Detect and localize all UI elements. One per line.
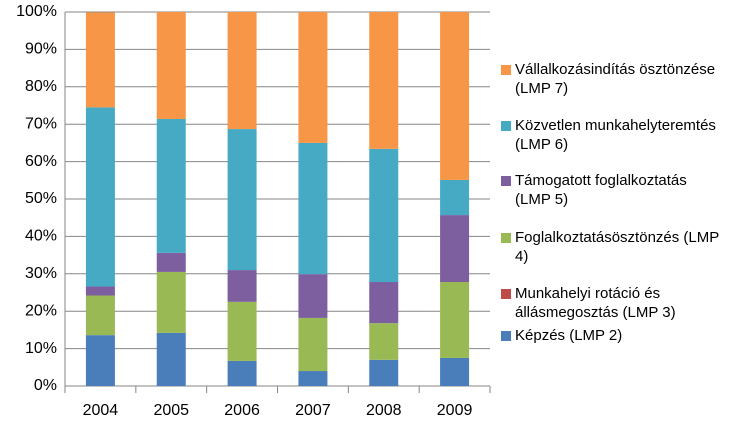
y-tick-label: 20% (25, 302, 57, 319)
y-tick-label: 100% (16, 3, 57, 20)
x-tick-label: 2007 (295, 402, 331, 419)
y-tick-label: 70% (25, 115, 57, 132)
x-tick-label: 2008 (366, 402, 402, 419)
y-tick-label: 40% (25, 228, 57, 245)
legend-label: Közvetlen munkahelyteremtés (LMP 6) (515, 117, 716, 153)
legend-label: Képzés (LMP 2) (515, 327, 623, 344)
bar-segment (156, 12, 186, 119)
bar-segment (298, 371, 328, 386)
bar-segment (369, 12, 399, 149)
legend-label: Foglalkoztatásösztönzés (LMP 4) (515, 229, 719, 265)
bar-segment (369, 282, 399, 324)
bar-segment (227, 301, 257, 361)
x-tick-label: 2009 (437, 402, 473, 419)
bar-segment (298, 317, 328, 372)
y-tick-label: 50% (25, 190, 57, 207)
bar-segment (440, 357, 470, 386)
legend-swatch (501, 121, 511, 131)
bar-segment (440, 282, 470, 358)
bar-segment (156, 271, 186, 333)
bar-segment (85, 12, 115, 108)
y-tick-label: 0% (34, 377, 57, 394)
legend-label: Munkahelyi rotáció és állásmegosztás (LM… (515, 285, 676, 321)
legend-swatch (501, 65, 511, 75)
bar-segment (298, 274, 328, 318)
bar-segment (156, 118, 186, 253)
y-tick-label: 90% (25, 41, 57, 58)
bar-segment (227, 129, 257, 271)
bar-segment (440, 179, 470, 216)
bar-segment (440, 12, 470, 180)
legend-swatch (501, 331, 511, 341)
bar-segment (369, 148, 399, 283)
bar-segment (227, 270, 257, 302)
bar-segment (440, 215, 470, 283)
bar-segment (85, 286, 115, 296)
legend-label: Vállalkozásindítás ösztönzése (LMP 7) (515, 61, 716, 97)
bar-segment (369, 323, 399, 360)
bar-segment (85, 335, 115, 386)
bar-segment (298, 12, 328, 143)
y-tick-label: 30% (25, 265, 57, 282)
bar-segment (227, 360, 257, 386)
bar-segment (369, 359, 399, 386)
legend-swatch (501, 233, 511, 243)
y-tick-label: 10% (25, 340, 57, 357)
bar-segment (156, 332, 186, 386)
x-tick-label: 2005 (153, 402, 189, 419)
y-tick-label: 80% (25, 78, 57, 95)
legend-swatch (501, 176, 511, 186)
bar-segment (85, 107, 115, 287)
y-tick-label: 60% (25, 153, 57, 170)
bar-segment (85, 295, 115, 336)
legend-label: Támogatott foglalkoztatás (LMP 5) (515, 172, 687, 208)
x-tick-label: 2004 (83, 402, 119, 419)
legend-swatch (501, 289, 511, 299)
x-tick-label: 2006 (224, 402, 260, 419)
bar-segment (227, 12, 257, 130)
bar-segment (156, 252, 186, 272)
bar-segment (298, 142, 328, 275)
